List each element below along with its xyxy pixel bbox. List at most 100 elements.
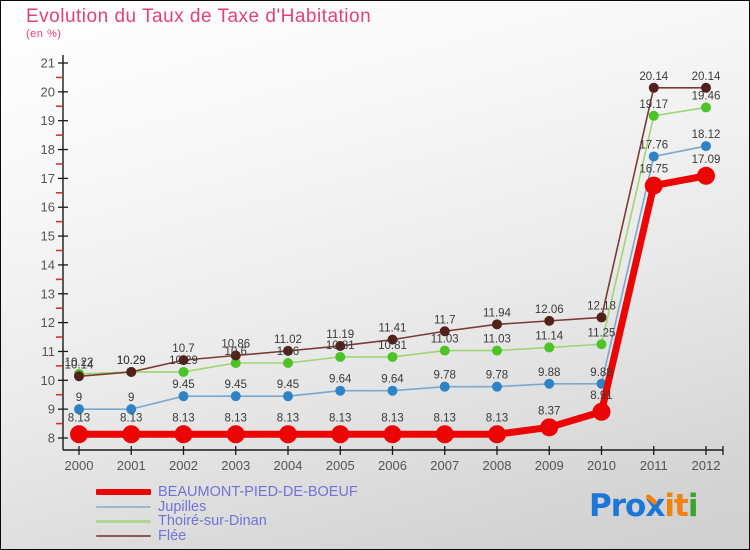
svg-text:11.25: 11.25 bbox=[588, 327, 616, 339]
svg-text:21: 21 bbox=[41, 56, 55, 71]
svg-text:2011: 2011 bbox=[640, 458, 668, 473]
logo-letter: P bbox=[589, 488, 612, 524]
svg-text:19.17: 19.17 bbox=[639, 99, 668, 111]
svg-text:8.13: 8.13 bbox=[120, 412, 142, 424]
legend-item-flee: Flée bbox=[96, 527, 358, 544]
svg-text:19: 19 bbox=[41, 113, 55, 128]
legend-item-jupilles: Jupilles bbox=[96, 498, 358, 515]
svg-text:11.14: 11.14 bbox=[535, 330, 564, 342]
svg-text:16: 16 bbox=[41, 200, 55, 215]
svg-text:2010: 2010 bbox=[587, 458, 616, 473]
svg-text:11.03: 11.03 bbox=[431, 334, 459, 346]
svg-text:18: 18 bbox=[41, 142, 55, 157]
svg-text:11.41: 11.41 bbox=[379, 323, 407, 335]
svg-text:9.45: 9.45 bbox=[225, 379, 247, 391]
svg-text:17.09: 17.09 bbox=[692, 154, 721, 166]
logo-x-accent bbox=[645, 493, 659, 506]
svg-text:19.46: 19.46 bbox=[692, 90, 721, 102]
svg-text:8.13: 8.13 bbox=[225, 412, 247, 424]
svg-text:15: 15 bbox=[41, 229, 55, 244]
svg-text:8.37: 8.37 bbox=[538, 405, 560, 417]
legend-swatch-flee bbox=[96, 534, 151, 537]
svg-text:17: 17 bbox=[41, 171, 55, 186]
legend-swatch-jupilles bbox=[96, 505, 151, 508]
svg-text:2002: 2002 bbox=[169, 458, 198, 473]
svg-text:10.86: 10.86 bbox=[221, 339, 250, 351]
svg-text:2001: 2001 bbox=[117, 458, 146, 473]
svg-text:11.02: 11.02 bbox=[274, 334, 302, 346]
svg-text:10.14: 10.14 bbox=[65, 359, 94, 371]
svg-text:9.64: 9.64 bbox=[329, 374, 352, 386]
legend-label: Flée bbox=[158, 527, 187, 544]
svg-text:9: 9 bbox=[76, 392, 82, 404]
svg-text:10.6: 10.6 bbox=[277, 346, 299, 358]
svg-text:8.13: 8.13 bbox=[434, 412, 456, 424]
svg-text:2003: 2003 bbox=[221, 458, 250, 473]
legend-label: Thoiré-sur-Dinan bbox=[158, 513, 267, 530]
svg-text:2004: 2004 bbox=[274, 458, 303, 473]
svg-text:10: 10 bbox=[41, 373, 55, 388]
svg-text:11.19: 11.19 bbox=[326, 329, 354, 341]
chart-legend: BEAUMONT-PIED-DE-BOEUF Jupilles Thoiré-s… bbox=[96, 485, 358, 543]
svg-text:20.14: 20.14 bbox=[692, 71, 721, 83]
svg-text:10.29: 10.29 bbox=[169, 355, 198, 367]
legend-label: BEAUMONT-PIED-DE-BOEUF bbox=[158, 484, 358, 501]
svg-text:20.14: 20.14 bbox=[639, 71, 668, 83]
svg-text:2000: 2000 bbox=[65, 458, 94, 473]
svg-text:8.13: 8.13 bbox=[381, 412, 403, 424]
svg-text:8.13: 8.13 bbox=[329, 412, 351, 424]
svg-text:11.94: 11.94 bbox=[483, 307, 512, 319]
logo-letter: x bbox=[645, 488, 665, 524]
legend-swatch-beaumont bbox=[96, 489, 151, 496]
svg-text:10.81: 10.81 bbox=[378, 340, 407, 352]
svg-text:12.18: 12.18 bbox=[587, 300, 616, 312]
svg-text:11.03: 11.03 bbox=[483, 334, 511, 346]
legend-label: Jupilles bbox=[158, 498, 207, 515]
svg-text:13: 13 bbox=[41, 286, 55, 301]
svg-text:9: 9 bbox=[128, 392, 134, 404]
proxiti-logo: Prox iti bbox=[589, 488, 699, 524]
svg-text:9.78: 9.78 bbox=[434, 370, 456, 382]
svg-text:9.45: 9.45 bbox=[172, 379, 194, 391]
svg-text:8.13: 8.13 bbox=[172, 412, 194, 424]
legend-item-beaumont: BEAUMONT-PIED-DE-BOEUF bbox=[96, 485, 358, 500]
svg-text:10.6: 10.6 bbox=[225, 346, 247, 358]
svg-text:2006: 2006 bbox=[378, 458, 407, 473]
chart-title: Evolution du Taux de Taxe d'Habitation bbox=[26, 6, 372, 27]
svg-text:12.06: 12.06 bbox=[535, 304, 564, 316]
svg-text:8: 8 bbox=[48, 431, 55, 446]
legend-swatch-thoire bbox=[96, 520, 151, 523]
svg-text:8.91: 8.91 bbox=[590, 390, 612, 402]
logo-letter: t bbox=[673, 488, 689, 524]
legend-item-thoire: Thoiré-sur-Dinan bbox=[96, 514, 358, 529]
svg-text:8.13: 8.13 bbox=[277, 412, 299, 424]
svg-text:10.7: 10.7 bbox=[172, 343, 194, 355]
svg-text:12: 12 bbox=[41, 315, 55, 330]
svg-text:8.13: 8.13 bbox=[68, 412, 90, 424]
svg-text:20: 20 bbox=[41, 84, 55, 99]
svg-text:2009: 2009 bbox=[535, 458, 564, 473]
svg-text:8.13: 8.13 bbox=[486, 412, 508, 424]
svg-text:10.29: 10.29 bbox=[117, 355, 146, 367]
logo-letter: i bbox=[687, 488, 699, 524]
svg-text:14: 14 bbox=[41, 257, 55, 272]
svg-text:11.7: 11.7 bbox=[434, 314, 456, 326]
svg-text:9.78: 9.78 bbox=[486, 370, 508, 382]
svg-text:17.76: 17.76 bbox=[639, 139, 668, 151]
chart-subtitle: (en %) bbox=[26, 28, 62, 40]
svg-text:2008: 2008 bbox=[483, 458, 512, 473]
svg-text:11: 11 bbox=[42, 344, 56, 359]
svg-text:2012: 2012 bbox=[692, 458, 721, 473]
svg-text:2005: 2005 bbox=[326, 458, 355, 473]
svg-text:2007: 2007 bbox=[430, 458, 459, 473]
svg-text:9: 9 bbox=[48, 402, 55, 417]
svg-text:9.88: 9.88 bbox=[538, 367, 560, 379]
svg-text:10.81: 10.81 bbox=[326, 340, 355, 352]
svg-text:18.12: 18.12 bbox=[692, 129, 721, 141]
svg-text:9.45: 9.45 bbox=[277, 379, 299, 391]
svg-text:9.64: 9.64 bbox=[381, 374, 404, 386]
logo-letter: o bbox=[625, 488, 646, 524]
svg-text:10.22: 10.22 bbox=[65, 357, 94, 369]
